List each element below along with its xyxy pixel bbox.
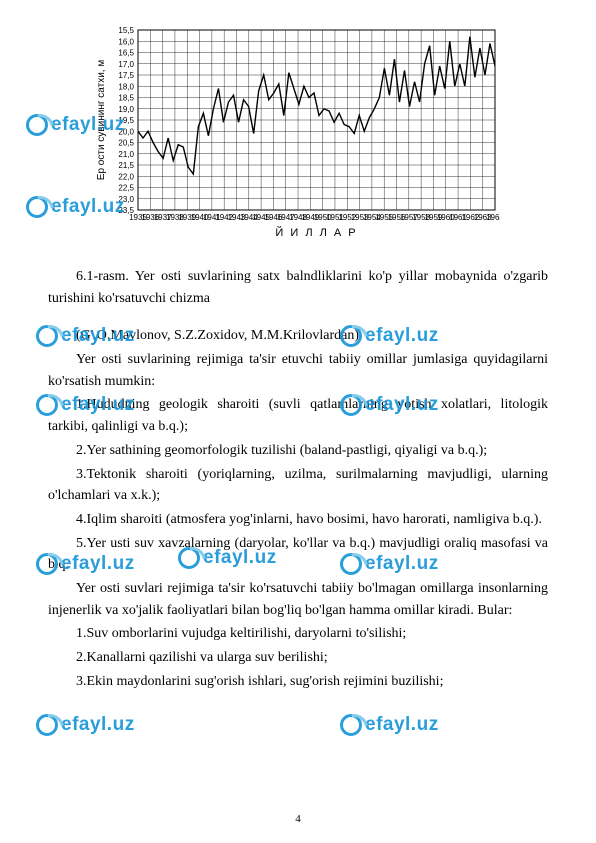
watermark-ring-icon <box>36 714 58 736</box>
svg-text:Й И Л Л А Р: Й И Л Л А Р <box>275 226 357 239</box>
svg-text:18,0: 18,0 <box>118 82 134 91</box>
page-number: 4 <box>0 813 596 825</box>
svg-text:20,5: 20,5 <box>118 139 134 148</box>
svg-text:23,0: 23,0 <box>118 195 134 204</box>
watermark: efayl.uz <box>340 714 439 736</box>
natural-factor-4: 4.Iqlim sharoiti (atmosfera yog'inlarni,… <box>48 509 548 531</box>
watermark-text: efayl.uz <box>365 714 439 736</box>
svg-text:19,0: 19,0 <box>118 105 134 114</box>
natural-factors-intro: Yer osti suvlarining rejimiga ta'sir etu… <box>48 349 548 392</box>
svg-text:15,5: 15,5 <box>118 26 134 35</box>
svg-text:21,0: 21,0 <box>118 150 134 159</box>
svg-text:18,5: 18,5 <box>118 94 134 103</box>
figure-attribution: (G'.O.Mavlonov, S.Z.Zoxidov, M.M.Krilovl… <box>48 325 548 347</box>
watermark-ring-icon <box>340 714 362 736</box>
svg-text:16,5: 16,5 <box>118 49 134 58</box>
svg-text:17,5: 17,5 <box>118 71 134 80</box>
watermark-text: efayl.uz <box>61 714 135 736</box>
human-factor-3: 3.Ekin maydonlarini sug'orish ishlari, s… <box>48 671 548 693</box>
svg-text:22,5: 22,5 <box>118 184 134 193</box>
svg-text:22,0: 22,0 <box>118 172 134 181</box>
svg-text:16,0: 16,0 <box>118 37 134 46</box>
svg-text:1964: 1964 <box>486 213 500 222</box>
human-factor-1: 1.Suv omborlarini vujudga keltirilishi, … <box>48 623 548 645</box>
human-factor-2: 2.Kanallarni qazilishi va ularga suv ber… <box>48 647 548 669</box>
svg-text:20,0: 20,0 <box>118 127 134 136</box>
natural-factor-2: 2.Yer sathining geomorfologik tuzilishi … <box>48 440 548 462</box>
human-factors-intro: Yer osti suvlari rejimiga ta'sir ko'rsat… <box>48 578 548 621</box>
svg-text:Ер ости сувининг сатхи, м: Ер ости сувининг сатхи, м <box>96 60 107 181</box>
chart-svg: 15,5 16,0 16,5 17,0 17,5 18,0 18,5 19,0 19,5 20,0… <box>90 20 500 245</box>
watermark: efayl.uz <box>36 714 135 736</box>
figure-caption: 6.1-rasm. Yer osti suvlarining satx baln… <box>48 266 548 309</box>
natural-factor-5: 5.Yer usti suv xavzalarning (daryolar, k… <box>48 533 548 576</box>
groundwater-chart: 15,5 16,0 16,5 17,0 17,5 18,0 18,5 19,0 19,5 20,0… <box>90 20 548 250</box>
natural-factor-1: 1.Hududning geologik sharoiti (suvli qat… <box>48 394 548 437</box>
svg-text:21,5: 21,5 <box>118 161 134 170</box>
natural-factor-3: 3.Tektonik sharoiti (yoriqlarning, uzilm… <box>48 464 548 507</box>
svg-text:19,5: 19,5 <box>118 116 134 125</box>
svg-text:17,0: 17,0 <box>118 60 134 69</box>
